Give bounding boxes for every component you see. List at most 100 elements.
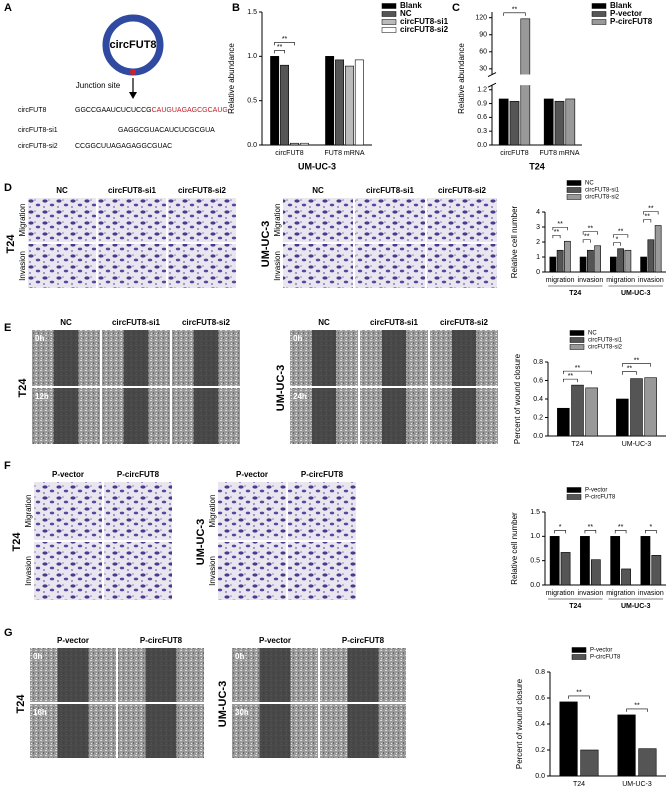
row-label: Invasion xyxy=(273,251,282,281)
significance-label: ** xyxy=(277,44,283,51)
x-tick-label: T24 xyxy=(571,441,583,448)
column-label: circFUT8-si2 xyxy=(440,318,489,327)
legend-swatch xyxy=(566,487,582,493)
bar xyxy=(335,59,345,146)
wound-gap xyxy=(451,388,477,444)
significance-bracket xyxy=(582,239,591,243)
bar xyxy=(644,377,657,437)
sequence: GAGGCGUACAUCUCGCGUA xyxy=(118,127,215,134)
panel-letter: F xyxy=(4,460,11,472)
y-tick-label: 0.8 xyxy=(535,669,545,676)
row-label: 30h xyxy=(235,708,249,717)
significance-bracket xyxy=(563,378,578,383)
bar xyxy=(580,536,590,586)
wound-gap xyxy=(53,330,79,386)
significance-bracket xyxy=(622,371,637,375)
wound-gap xyxy=(57,648,89,702)
wound-gap xyxy=(347,648,379,702)
legend-swatch xyxy=(566,180,582,186)
bar xyxy=(590,559,601,586)
x-tick-label: invasion xyxy=(638,277,664,284)
legend-label: circFUT8-si1 xyxy=(585,188,620,194)
y-axis-label: Percent of wound closure xyxy=(513,353,522,444)
y-axis-label: Relative cell number xyxy=(510,205,519,278)
legend-swatch xyxy=(381,11,397,17)
significance-label: ** xyxy=(634,358,640,365)
significance-bracket xyxy=(584,530,597,534)
bar xyxy=(651,555,662,586)
row-label: Migration xyxy=(24,495,33,528)
micrograph xyxy=(218,542,286,600)
y-axis-label: Percent of wound closure xyxy=(515,678,524,769)
legend-label: NC xyxy=(588,331,597,337)
y-tick-label: 2 xyxy=(536,239,540,246)
bar xyxy=(610,536,621,586)
column-label: NC xyxy=(56,186,68,195)
bar xyxy=(565,98,576,146)
micrograph xyxy=(98,198,166,242)
panel-letter: B xyxy=(232,2,240,14)
group-label: UM-UC-3 xyxy=(621,290,651,297)
y-tick-label: 0.0 xyxy=(535,773,545,780)
bar xyxy=(549,256,557,273)
panel-letter: A xyxy=(4,2,12,14)
significance-label: ** xyxy=(634,703,640,710)
wound-gap xyxy=(193,330,219,386)
legend-swatch xyxy=(381,27,397,33)
legend-label: circFUT8-si2 xyxy=(585,195,620,201)
wound-gap xyxy=(145,648,177,702)
y-tick-label: 1.0 xyxy=(530,533,540,540)
x-tick-label: migration xyxy=(606,590,635,597)
row-label: 12h xyxy=(35,392,49,401)
x-tick-label: migration xyxy=(546,590,575,597)
micrograph xyxy=(28,198,96,242)
sequence-part: CAUGUAGAGCGCAUG xyxy=(152,107,228,114)
y-tick-label: 1.2 xyxy=(477,87,487,94)
y-tick-label: 0.6 xyxy=(477,114,487,121)
micrograph xyxy=(283,244,353,288)
x-tick-label: FUT8 mRNA xyxy=(539,150,579,157)
significance-bracket xyxy=(643,219,652,223)
x-tick-label: migration xyxy=(546,277,575,284)
row-label: 0h xyxy=(35,334,44,343)
row-label: 24h xyxy=(293,392,307,401)
bar xyxy=(638,748,657,777)
wound-gap xyxy=(57,704,89,758)
legend-swatch xyxy=(591,3,607,9)
micrograph xyxy=(168,244,236,288)
bar xyxy=(647,239,655,273)
bar xyxy=(640,256,647,273)
legend-label: P-vector xyxy=(590,648,612,654)
significance-label: ** xyxy=(618,229,624,236)
significance-bracket xyxy=(274,50,285,54)
legend-label: Blank xyxy=(610,1,632,10)
bar xyxy=(617,248,624,273)
y-tick-label: 1.0 xyxy=(247,53,257,60)
cell-line-label: UM-UC-3 xyxy=(195,519,207,565)
legend-swatch xyxy=(566,494,582,500)
group-label: UM-UC-3 xyxy=(621,603,651,610)
legend-label: circFUT8-si2 xyxy=(588,345,623,351)
cell-line-label: T24 xyxy=(15,694,27,714)
y-tick-label: 0.5 xyxy=(530,558,540,565)
axis-break xyxy=(488,74,582,86)
legend-label: P-circFUT8 xyxy=(610,17,653,26)
bar xyxy=(559,701,578,777)
x-tick-label: T24 xyxy=(573,781,585,788)
wound-gap xyxy=(381,330,407,386)
wound-gap xyxy=(311,388,337,444)
row-label: Invasion xyxy=(18,251,27,281)
column-label: NC xyxy=(60,318,72,327)
significance-label: ** xyxy=(648,205,654,212)
significance-label: ** xyxy=(618,524,624,531)
y-tick-label: 0 xyxy=(536,269,540,276)
column-label: circFUT8-si2 xyxy=(438,186,487,195)
significance-label: * xyxy=(616,237,619,244)
micrograph xyxy=(355,244,425,288)
bar xyxy=(571,384,584,437)
significance-bracket xyxy=(552,226,568,231)
legend-swatch xyxy=(566,194,582,200)
legend-label: P-vector xyxy=(585,488,607,494)
micrograph xyxy=(427,198,497,242)
column-label: P-circFUT8 xyxy=(117,470,160,479)
